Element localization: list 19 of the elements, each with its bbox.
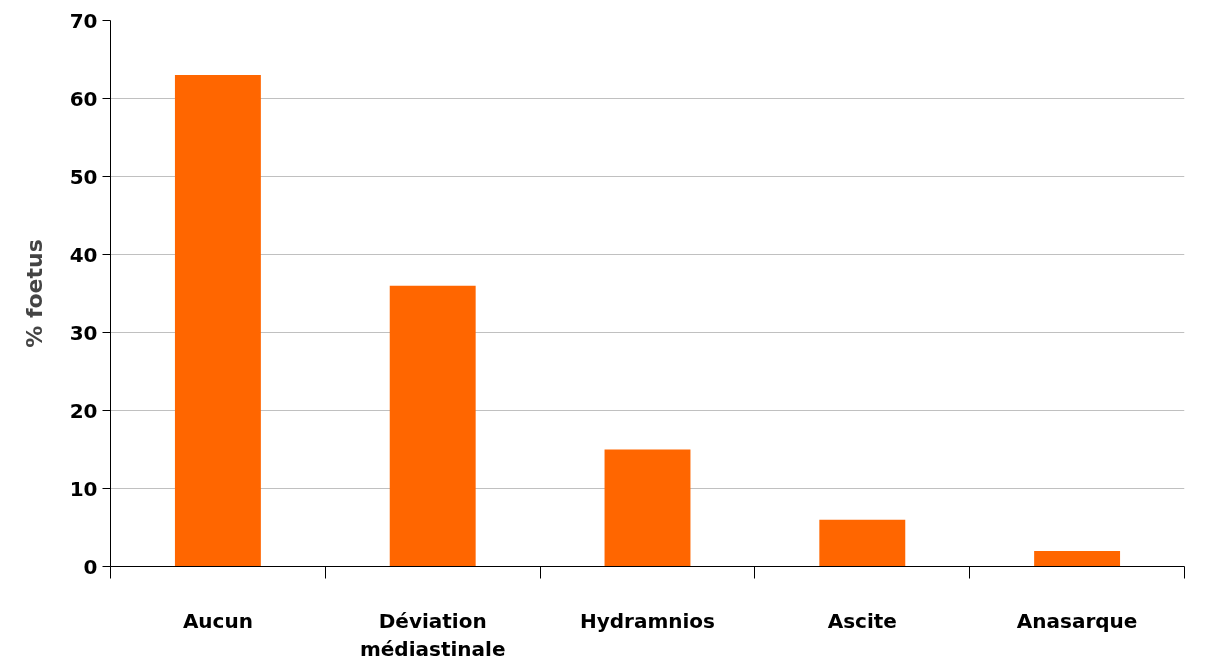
y-tick-label: 70	[69, 8, 98, 33]
x-tick-label: Ascite	[827, 608, 897, 633]
bar	[389, 285, 476, 567]
bar	[1034, 550, 1121, 567]
x-tick-label: Anasarque	[1016, 608, 1138, 633]
bar	[819, 519, 906, 567]
x-tick-label: Aucun	[182, 608, 253, 633]
y-tick-label: 40	[69, 242, 98, 267]
x-tick-label: Déviation médiastinale	[359, 608, 506, 662]
y-tick-label: 60	[69, 86, 98, 111]
y-tick-label: 10	[69, 476, 98, 501]
x-tick-label: Hydramnios	[579, 608, 716, 633]
y-tick-label: 30	[69, 320, 98, 345]
y-tick-label: 20	[69, 398, 98, 423]
y-axis-title: % foetus	[21, 239, 47, 348]
bar	[174, 75, 261, 567]
bar	[604, 449, 691, 567]
y-tick-label: 50	[69, 164, 98, 189]
y-tick-label: 0	[83, 554, 98, 579]
